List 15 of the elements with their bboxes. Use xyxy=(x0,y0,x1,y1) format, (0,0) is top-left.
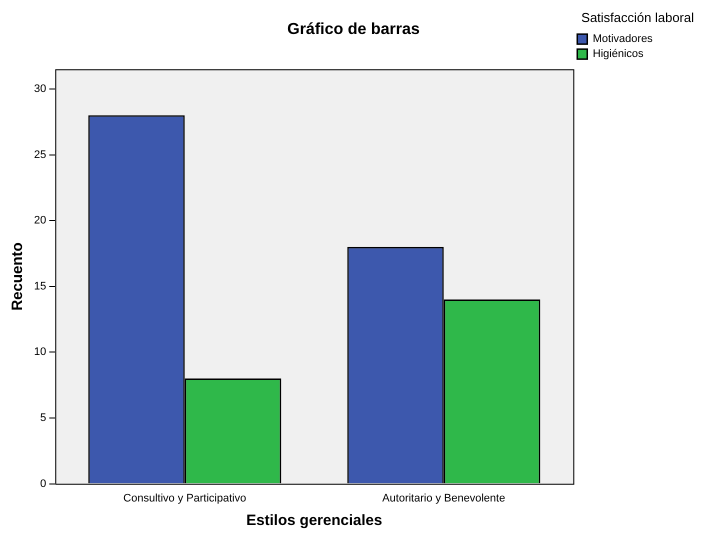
x-axis-title: Estilos gerenciales xyxy=(246,512,382,530)
x-tick-label: Autoritario y Benevolente xyxy=(382,492,506,504)
y-tick-label: 0 xyxy=(40,478,46,490)
y-tick-label: 30 xyxy=(34,82,46,95)
x-tick-label: Consultivo y Participativo xyxy=(123,492,246,504)
y-tick-label: 20 xyxy=(34,214,46,227)
y-tick-label: 10 xyxy=(34,346,46,358)
legend-title: Satisfacción laboral xyxy=(581,10,694,26)
legend-label: Motivadores xyxy=(592,33,654,46)
y-tick-label: 15 xyxy=(34,280,46,292)
legend-label: Higiénicos xyxy=(592,48,644,60)
y-axis-title: Recuento xyxy=(9,242,26,311)
y-tick-label: 25 xyxy=(34,148,46,161)
y-tick-label: 5 xyxy=(40,412,46,424)
chart-title: Gráfico de barras xyxy=(287,21,420,38)
